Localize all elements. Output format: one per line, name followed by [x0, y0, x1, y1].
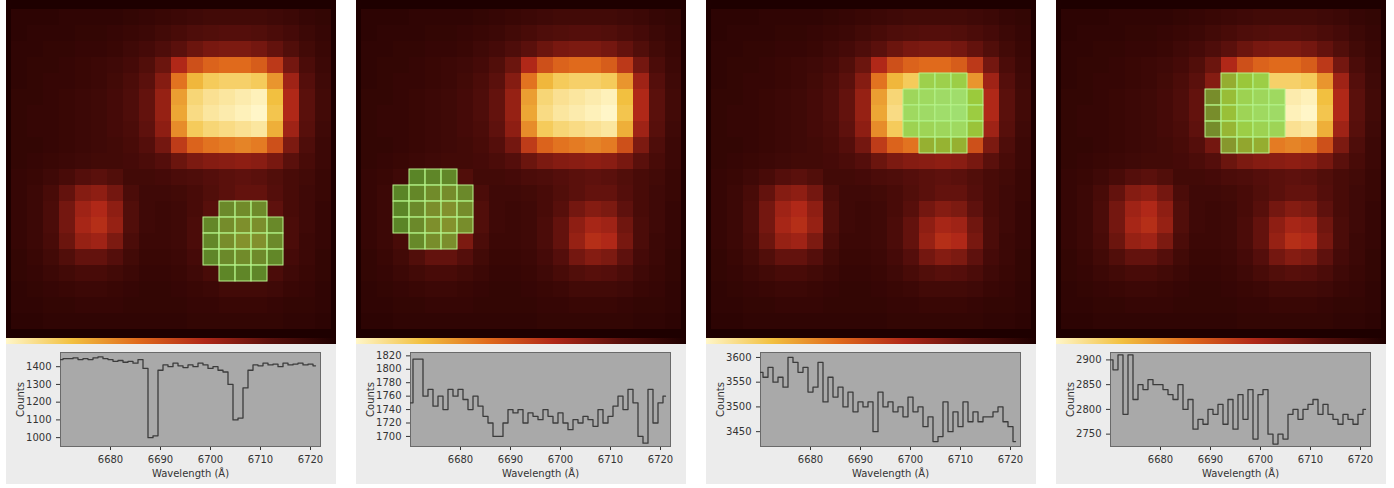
svg-text:Wavelength (Å): Wavelength (Å)	[1202, 467, 1279, 479]
svg-text:6720: 6720	[1348, 454, 1373, 465]
svg-text:2900: 2900	[1076, 354, 1101, 365]
svg-text:6700: 6700	[198, 454, 223, 465]
svg-text:1760: 1760	[376, 390, 401, 401]
svg-text:1800: 1800	[376, 363, 401, 374]
svg-text:2850: 2850	[1076, 379, 1101, 390]
svg-text:6680: 6680	[448, 454, 473, 465]
svg-text:1100: 1100	[26, 414, 51, 425]
svg-text:6690: 6690	[848, 454, 873, 465]
svg-text:6710: 6710	[598, 454, 623, 465]
svg-text:Counts: Counts	[1065, 382, 1076, 417]
svg-text:3450: 3450	[726, 426, 751, 437]
svg-text:Wavelength (Å): Wavelength (Å)	[502, 467, 579, 479]
svg-text:Counts: Counts	[715, 382, 726, 417]
svg-text:1000: 1000	[26, 432, 51, 443]
svg-text:1820: 1820	[376, 350, 401, 361]
svg-text:6690: 6690	[1198, 454, 1223, 465]
svg-text:1300: 1300	[26, 379, 51, 390]
svg-text:6700: 6700	[898, 454, 923, 465]
svg-text:6710: 6710	[1298, 454, 1323, 465]
svg-text:3550: 3550	[726, 376, 751, 387]
svg-text:3500: 3500	[726, 401, 751, 412]
svg-text:6720: 6720	[998, 454, 1023, 465]
svg-text:Wavelength (Å): Wavelength (Å)	[852, 467, 929, 479]
svg-text:6690: 6690	[148, 454, 173, 465]
svg-text:1740: 1740	[376, 404, 401, 415]
svg-text:2750: 2750	[1076, 428, 1101, 439]
svg-text:1780: 1780	[376, 377, 401, 388]
svg-text:3600: 3600	[726, 352, 751, 363]
svg-text:1720: 1720	[376, 417, 401, 428]
svg-text:6720: 6720	[298, 454, 323, 465]
svg-text:6680: 6680	[1148, 454, 1173, 465]
svg-text:6690: 6690	[498, 454, 523, 465]
svg-text:6680: 6680	[798, 454, 823, 465]
svg-text:Counts: Counts	[365, 382, 376, 417]
svg-text:1400: 1400	[26, 361, 51, 372]
svg-text:6700: 6700	[548, 454, 573, 465]
svg-text:1200: 1200	[26, 396, 51, 407]
svg-text:1700: 1700	[376, 431, 401, 442]
svg-text:Wavelength (Å): Wavelength (Å)	[152, 467, 229, 479]
svg-text:6710: 6710	[248, 454, 273, 465]
svg-text:6720: 6720	[648, 454, 673, 465]
svg-text:6680: 6680	[98, 454, 123, 465]
svg-text:6700: 6700	[1248, 454, 1273, 465]
svg-text:2800: 2800	[1076, 404, 1101, 415]
svg-text:6710: 6710	[948, 454, 973, 465]
svg-text:Counts: Counts	[15, 382, 26, 417]
